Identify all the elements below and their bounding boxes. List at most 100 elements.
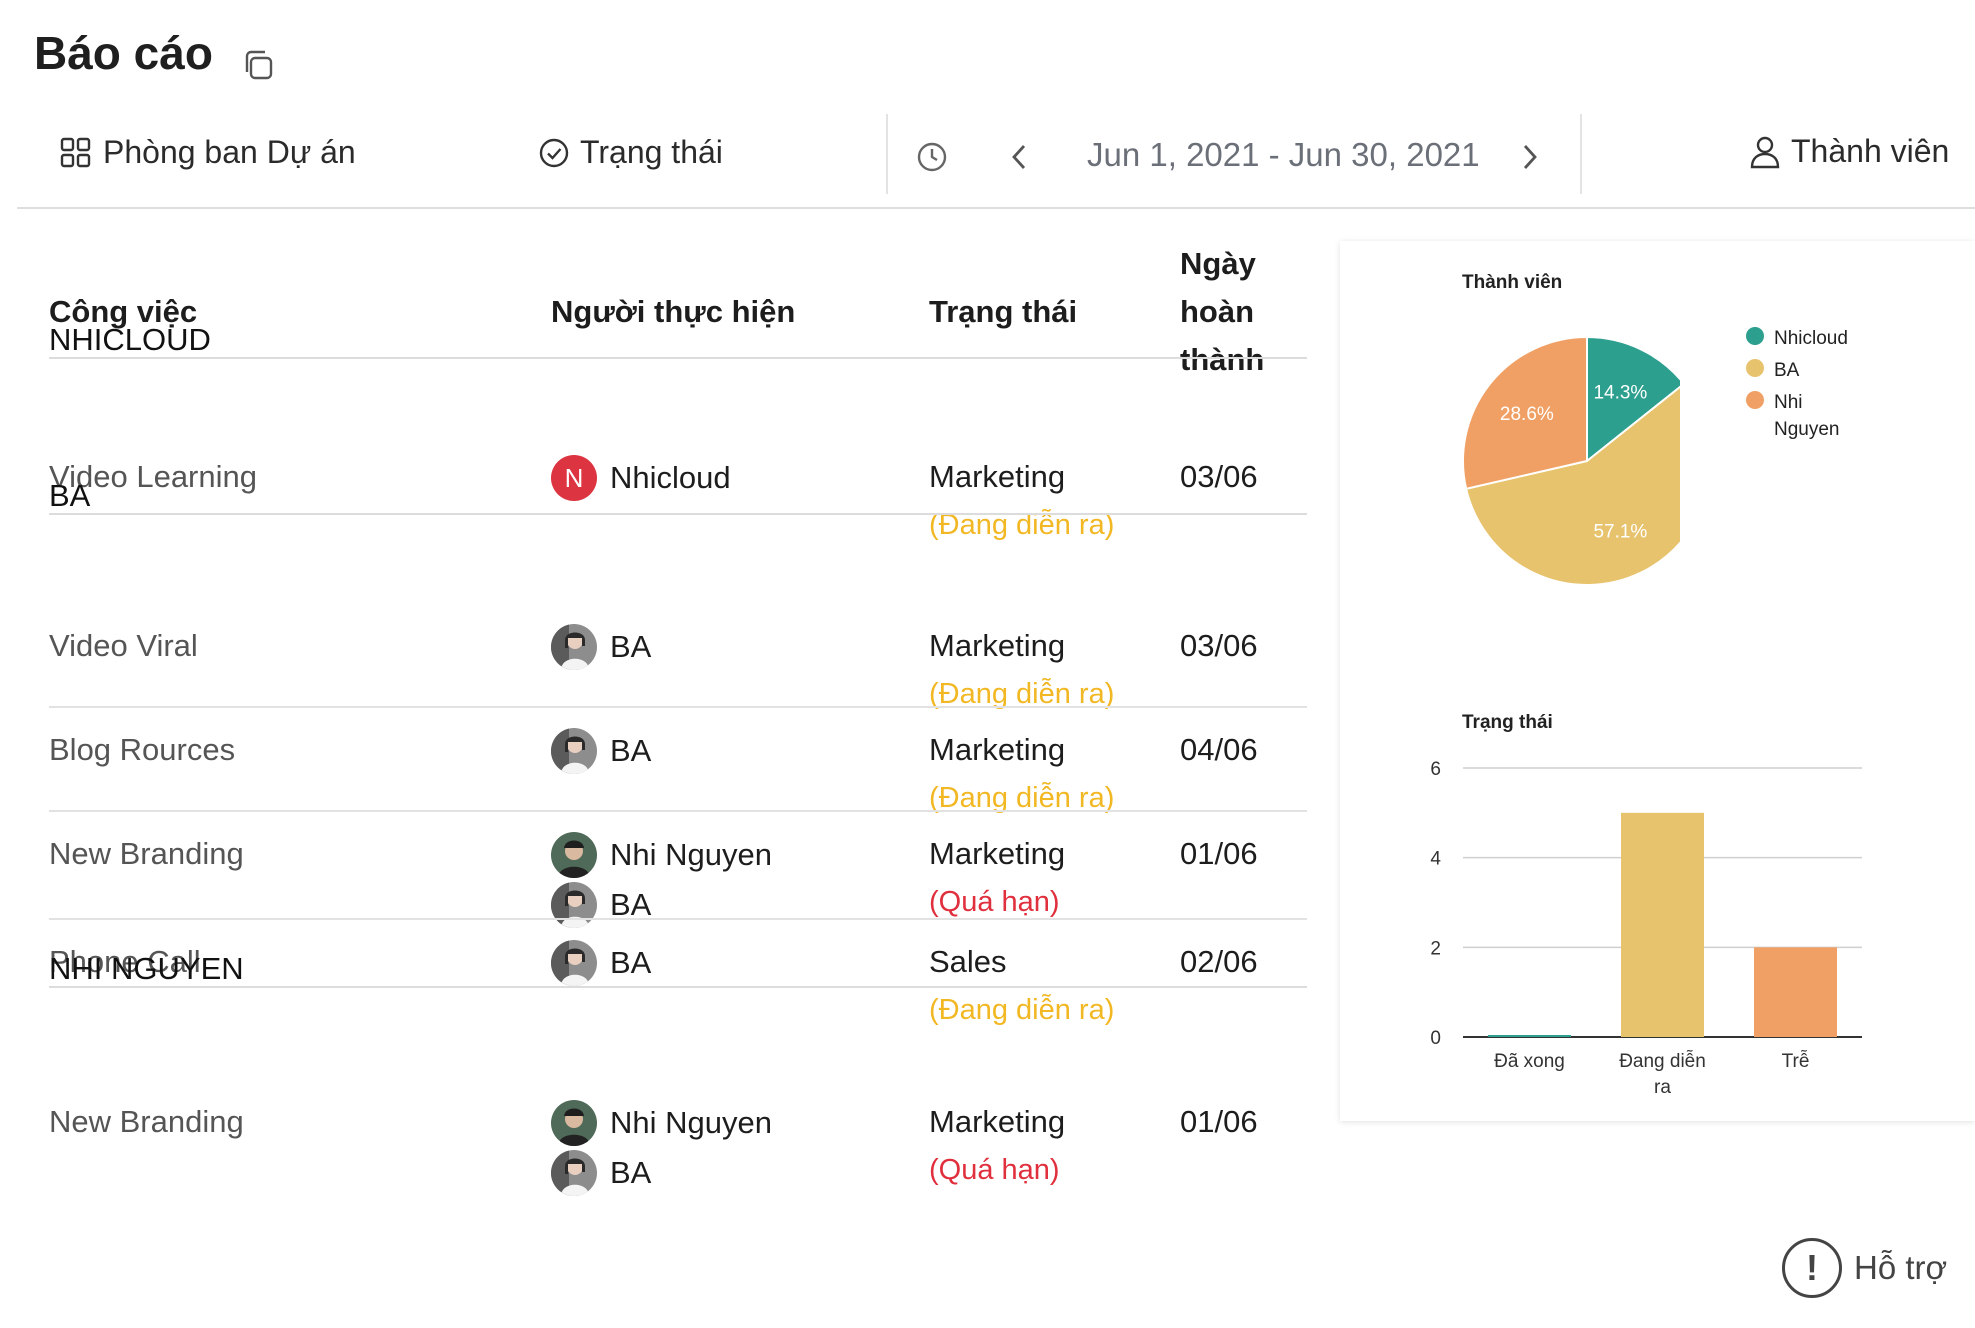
bar (1754, 947, 1837, 1037)
assignee[interactable]: N Nhicloud (551, 455, 731, 501)
bar-chart-title: Trạng thái (1462, 712, 1553, 733)
toolbar-divider (886, 114, 888, 194)
row-divider (49, 918, 1307, 920)
pie-slice-nhicloud (1586, 335, 1680, 464)
status-label: (Đang diễn ra) (929, 782, 1115, 814)
pie-slice-label: 28.6% (1500, 404, 1554, 425)
bar (1488, 1035, 1571, 1037)
avatar-photo (551, 728, 597, 774)
status-filter-label: Trạng thái (580, 134, 723, 170)
department-label: Marketing (929, 836, 1066, 871)
copy-icon[interactable] (242, 48, 276, 84)
legend-swatch (1746, 391, 1764, 409)
legend-label: Nhi Nguyen (1774, 392, 1840, 440)
avatar-photo (551, 832, 597, 878)
department-label: Sales (929, 944, 1007, 979)
filter-toolbar: Phòng ban Dự án Trạng thái Jun 1, 2021 -… (17, 110, 1975, 209)
group-divider (49, 986, 1307, 988)
pie-slice-nhi-nguyen (1462, 335, 1588, 491)
legend-swatch (1746, 359, 1764, 377)
assignee-name: Nhicloud (610, 460, 731, 495)
task-name[interactable]: Video Learning (49, 459, 257, 494)
check-circle-icon (539, 138, 569, 167)
assignee[interactable]: BA (551, 940, 651, 986)
avatar-photo (551, 1150, 597, 1196)
assignee-name: Nhi Nguyen (610, 837, 772, 872)
column-header-assignee: Người thực hiện (551, 294, 796, 329)
legend-item: Nhicloud (1746, 325, 1848, 352)
legend-label: Nhicloud (1774, 328, 1848, 349)
date-range[interactable]: Jun 1, 2021 - Jun 30, 2021 (1087, 136, 1480, 173)
x-tick-label: Đã xong (1494, 1051, 1565, 1072)
row-divider (49, 810, 1307, 812)
completion-date: 01/06 (1180, 836, 1258, 871)
help-label: Hỗ trợ (1854, 1249, 1948, 1286)
assignee-name: BA (610, 629, 652, 664)
legend-swatch (1746, 327, 1764, 345)
group-header: NHI NGUYEN (49, 951, 244, 986)
x-tick-label: Đang diễn (1619, 1050, 1706, 1072)
x-tick-label: ra (1654, 1077, 1671, 1098)
group-header: BA (49, 478, 91, 513)
legend-label: BA (1774, 360, 1800, 381)
group-divider (49, 513, 1307, 515)
previous-period-button[interactable] (1002, 140, 1036, 174)
y-tick-label: 4 (1430, 849, 1441, 870)
group-header: NHICLOUD (49, 322, 211, 357)
chevron-left-icon (1012, 145, 1026, 169)
chevron-right-icon (1523, 145, 1537, 169)
department-label: Marketing (929, 1104, 1066, 1139)
pie-chart-title: Thành viên (1462, 272, 1563, 293)
task-name[interactable]: Phone Call (49, 944, 201, 979)
task-name[interactable]: Blog Rources (49, 732, 236, 767)
assignee[interactable]: Nhi Nguyen (551, 1100, 772, 1146)
task-name[interactable]: New Branding (49, 836, 244, 871)
chart-panel: Thành viên 14.3% 57.1% 28.6% Nhicloud BA Nhi… (1340, 241, 1975, 1121)
assignee[interactable]: BA (551, 882, 651, 928)
assignee[interactable]: Nhi Nguyen (551, 832, 772, 878)
status-label: (Quá hạn) (929, 1154, 1060, 1186)
completion-date: 02/06 (1180, 944, 1258, 979)
x-tick-label: Trễ (1782, 1050, 1810, 1072)
help-button[interactable]: ! Hỗ trợ (1782, 1238, 1947, 1298)
avatar-initial: N (551, 455, 597, 501)
assignee-name: BA (610, 887, 652, 922)
toolbar-divider (1580, 114, 1582, 194)
user-icon (1750, 136, 1780, 168)
clock-icon[interactable] (915, 140, 949, 174)
avatar-photo (551, 1100, 597, 1146)
task-name[interactable]: New Branding (49, 1104, 244, 1139)
department-label: Marketing (929, 732, 1066, 767)
completion-date: 04/06 (1180, 732, 1258, 767)
pie-slice-ba (1464, 385, 1680, 587)
y-tick-label: 0 (1430, 1028, 1441, 1049)
group-divider (49, 357, 1307, 359)
column-header-task: Công việc (49, 294, 198, 329)
avatar-photo (551, 624, 597, 670)
task-name[interactable]: Video Viral (49, 628, 198, 663)
column-header-status: Trạng thái (929, 294, 1078, 329)
pie-slice-label: 14.3% (1593, 383, 1647, 404)
members-pie-chart: 14.3% 57.1% 28.6% (1462, 335, 1680, 587)
assignee[interactable]: BA (551, 728, 651, 774)
department-label: Marketing (929, 628, 1066, 663)
members-filter[interactable]: Thành viên (1749, 133, 1949, 170)
next-period-button[interactable] (1513, 140, 1547, 174)
row-divider (49, 706, 1307, 708)
status-filter[interactable]: Trạng thái (538, 134, 723, 171)
avatar-photo (551, 882, 597, 928)
assignee[interactable]: BA (551, 1150, 651, 1196)
members-label: Thành viên (1791, 133, 1950, 169)
assignee-name: Nhi Nguyen (610, 1105, 772, 1140)
assignee[interactable]: BA (551, 624, 651, 670)
completion-date: 01/06 (1180, 1104, 1258, 1139)
bar (1621, 812, 1704, 1037)
page-title: Báo cáo (34, 27, 213, 79)
department-project-filter[interactable]: Phòng ban Dự án (59, 134, 356, 171)
assignee-name: BA (610, 733, 652, 768)
legend-item: BA (1746, 357, 1799, 384)
grid-icon (60, 137, 91, 167)
column-header-due-date: Ngày hoàn thành (1180, 246, 1265, 377)
department-project-label: Phòng ban Dự án (103, 134, 356, 170)
exclamation-icon: ! (1782, 1238, 1842, 1298)
